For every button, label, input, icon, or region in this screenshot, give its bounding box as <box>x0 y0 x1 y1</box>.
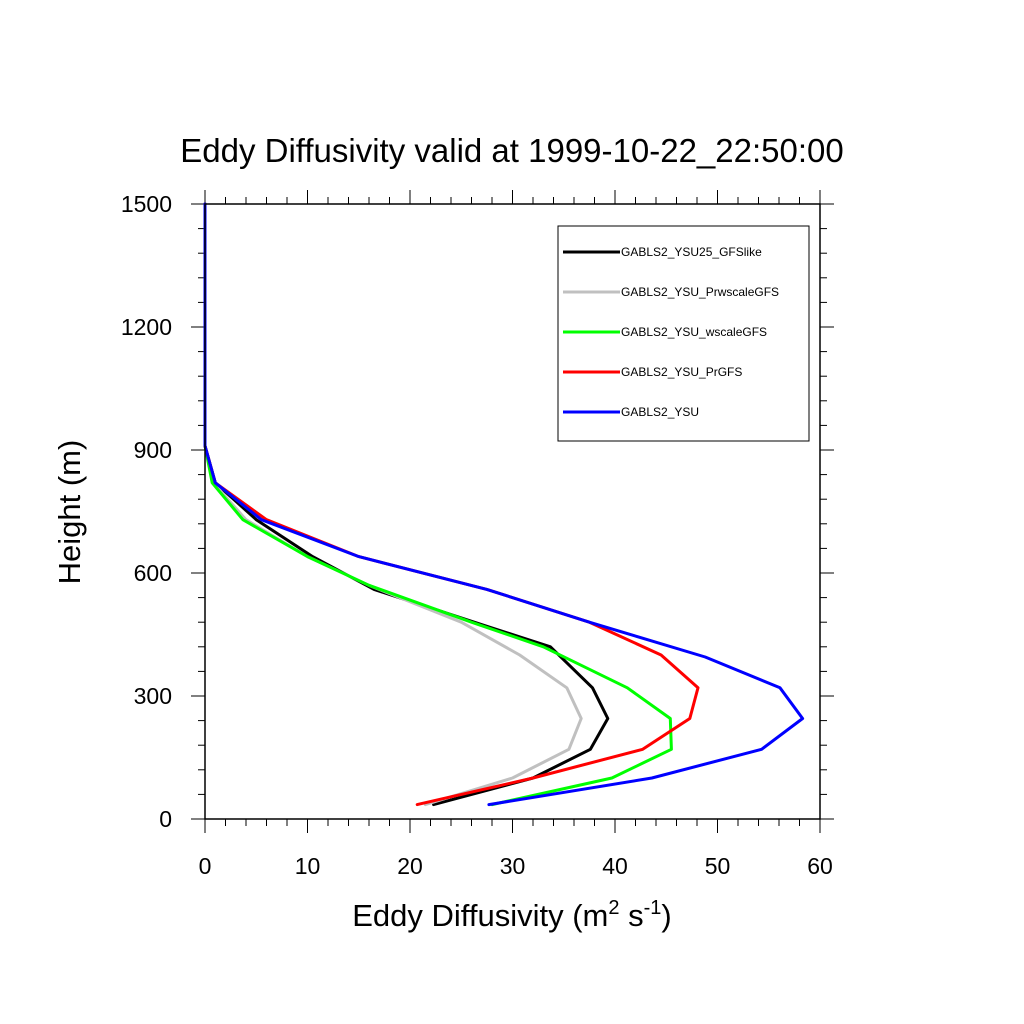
y-tick-label: 0 <box>159 806 172 832</box>
x-axis-label-middle: s <box>619 898 643 933</box>
legend-label: GABLS2_YSU_PrGFS <box>621 365 742 379</box>
x-axis-label-superscript-2: -1 <box>644 897 662 919</box>
legend-entries: GABLS2_YSU25_GFSlike GABLS2_YSU_PrwscaleG… <box>563 245 779 419</box>
x-tick-label: 10 <box>295 853 321 879</box>
x-axis-label: Eddy Diffusivity (m2 s-1) <box>352 897 671 933</box>
y-tick-label: 600 <box>134 560 172 586</box>
series-line-gabls2-ysu-prwscalegfs <box>203 202 583 807</box>
x-tick-label: 30 <box>500 853 526 879</box>
legend-label: GABLS2_YSU <box>621 405 699 419</box>
x-tick-label: 20 <box>397 853 423 879</box>
legend: GABLS2_YSU25_GFSlike GABLS2_YSU_PrwscaleG… <box>557 225 810 442</box>
chart-title: Eddy Diffusivity valid at 1999-10-22_22:… <box>180 132 843 169</box>
series-line-gabls2-ysu25-gfslike <box>203 202 610 807</box>
x-tick-label: 0 <box>199 853 212 879</box>
x-tick-label: 40 <box>602 853 628 879</box>
x-axis-label-end: ) <box>661 898 671 933</box>
legend-label: GABLS2_YSU25_GFSlike <box>621 245 762 259</box>
legend-label: GABLS2_YSU_PrwscaleGFS <box>621 285 779 299</box>
x-tick-label: 60 <box>807 853 833 879</box>
y-tick-label: 900 <box>134 437 172 463</box>
x-axis-label-superscript-1: 2 <box>608 897 619 919</box>
y-axis-label: Height (m) <box>52 440 87 585</box>
plot-frame <box>204 203 821 820</box>
legend-label: GABLS2_YSU_wscaleGFS <box>621 325 767 339</box>
tick-marks <box>191 190 834 833</box>
y-tick-label: 1200 <box>121 314 172 340</box>
x-tick-label: 50 <box>705 853 731 879</box>
y-tick-label: 1500 <box>121 191 172 217</box>
series-line-gabls2-ysu-wscalegfs <box>203 202 673 807</box>
y-tick-label: 300 <box>134 683 172 709</box>
series-lines <box>203 202 805 807</box>
series-line-gabls2-ysu <box>203 202 805 807</box>
x-axis-label-base: Eddy Diffusivity (m <box>352 898 608 933</box>
